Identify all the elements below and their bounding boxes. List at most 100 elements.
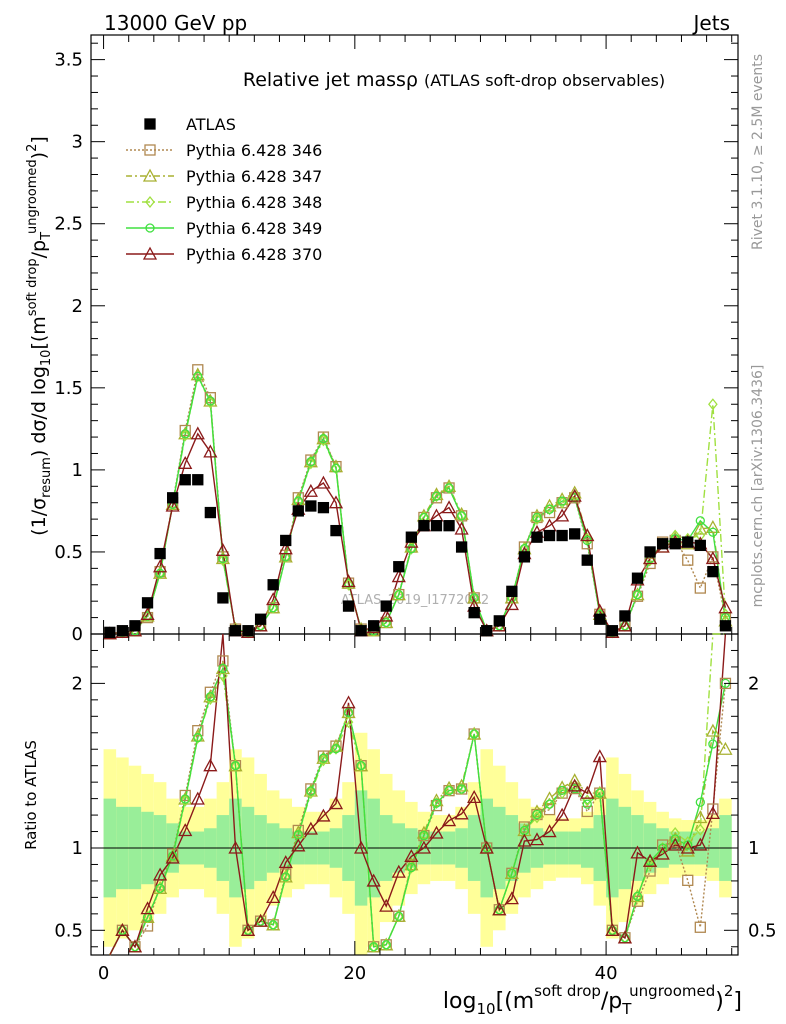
data-point	[217, 592, 229, 604]
ratio-point-s370	[153, 867, 168, 881]
point-s346	[581, 538, 593, 550]
data-point	[430, 520, 443, 532]
data-point	[682, 536, 694, 548]
point-s348	[192, 370, 203, 383]
ratio-point-s348	[532, 811, 542, 824]
ratio-point-s370	[441, 813, 457, 827]
data-point	[242, 625, 254, 637]
ratio-point-s347	[668, 831, 683, 845]
chart-subtitle: (ATLAS soft-drop observables)	[424, 71, 665, 90]
ratio-point-s348	[167, 849, 178, 862]
data-point	[141, 597, 154, 609]
point-s349	[306, 457, 316, 467]
ratio-tick-label-right: 1	[748, 838, 759, 859]
ratio-point-s349	[708, 739, 718, 749]
point-s370	[555, 508, 570, 522]
point-s370	[718, 600, 733, 614]
data-point	[669, 538, 681, 550]
ratio-point-s349	[670, 834, 680, 844]
point-s370	[278, 541, 293, 555]
legend-marker-s349	[145, 223, 155, 233]
ratio-point-s346	[656, 839, 669, 851]
ratio-point-s349	[431, 798, 442, 808]
ratio-point-s370	[391, 864, 406, 878]
ratio-point-s348	[192, 731, 203, 744]
data-point	[531, 531, 543, 543]
legend-label-data: ATLAS	[186, 115, 236, 134]
point-s349	[431, 491, 442, 501]
ratio-point-s348	[318, 754, 329, 767]
data-point	[443, 520, 455, 532]
y-tick-label: 3.5	[54, 50, 83, 71]
legend-marker-data	[144, 118, 156, 130]
header-left: 13000 GeV pp	[104, 11, 247, 35]
ratio-point-s370	[190, 791, 205, 805]
ratio-point-s370	[705, 805, 720, 819]
ratio-point-s346	[707, 803, 719, 815]
point-s370	[316, 475, 331, 489]
ratio-point-s347	[680, 843, 695, 857]
axes-frames	[90, 34, 739, 956]
ratio-point-s346	[543, 803, 556, 816]
ratio-tick-label: 2	[72, 673, 83, 694]
data-point	[405, 531, 418, 543]
ratio-point-s348	[544, 798, 555, 811]
point-s348	[393, 588, 404, 601]
ratio-point-s348	[406, 861, 417, 874]
point-s349	[318, 434, 329, 444]
point-s370	[705, 551, 720, 565]
legend-marker-s347	[142, 168, 158, 182]
point-s370	[642, 551, 658, 565]
ratio-point-s370	[404, 849, 419, 863]
point-s349	[293, 496, 303, 506]
ratio-point-s349	[595, 788, 605, 798]
data-point	[342, 600, 355, 612]
data-point	[380, 600, 392, 612]
y-tick-label: 1	[72, 460, 83, 481]
ratio-point-s370	[115, 922, 130, 936]
data-point	[167, 492, 179, 504]
ratio-point-s370	[140, 901, 155, 915]
legend-marker-s370	[142, 246, 158, 260]
ratio-point-s348	[695, 823, 706, 836]
ratio-point-s349	[268, 920, 278, 930]
ratio-point-s370	[240, 922, 256, 936]
ratio-point-s370	[504, 891, 519, 905]
ratio-point-s370	[617, 930, 633, 944]
data-point	[204, 506, 216, 519]
point-s348	[343, 578, 354, 591]
point-s370	[379, 608, 394, 622]
ratio-point-s349	[469, 729, 479, 739]
ratio-point-s370	[567, 778, 582, 792]
data-point	[368, 620, 380, 632]
ratio-point-s349	[406, 862, 417, 873]
point-s349	[469, 593, 479, 603]
data-point	[468, 607, 480, 619]
data-point	[179, 474, 191, 486]
data-point	[116, 625, 129, 637]
data-point	[606, 625, 619, 637]
data-point	[229, 625, 242, 637]
legend-marker-s348	[145, 195, 155, 209]
ratio-point-s349	[356, 761, 366, 771]
point-s349	[444, 483, 454, 493]
point-s370	[266, 592, 281, 606]
ratio-point-s370	[529, 832, 545, 846]
point-s349	[394, 589, 404, 600]
legend-marker-s346	[144, 144, 156, 156]
ratio-tick-label-right: 2	[748, 673, 759, 694]
ratio-point-s349	[218, 663, 228, 674]
point-s349	[180, 429, 190, 439]
point-s370	[617, 618, 633, 632]
point-s348	[544, 503, 555, 516]
legend-label-s349: Pythia 6.428 349	[186, 219, 322, 238]
ratio-point-s349	[532, 809, 542, 820]
point-s370	[341, 574, 356, 588]
point-s348	[632, 588, 643, 601]
ratio-point-s347	[718, 741, 733, 755]
ratio-point-s347	[215, 661, 231, 675]
ratio-point-s370	[253, 913, 268, 927]
ratio-point-s348	[557, 787, 567, 800]
ratio-point-s348	[444, 784, 454, 797]
chart-title: Relative jet massρ	[243, 69, 418, 91]
